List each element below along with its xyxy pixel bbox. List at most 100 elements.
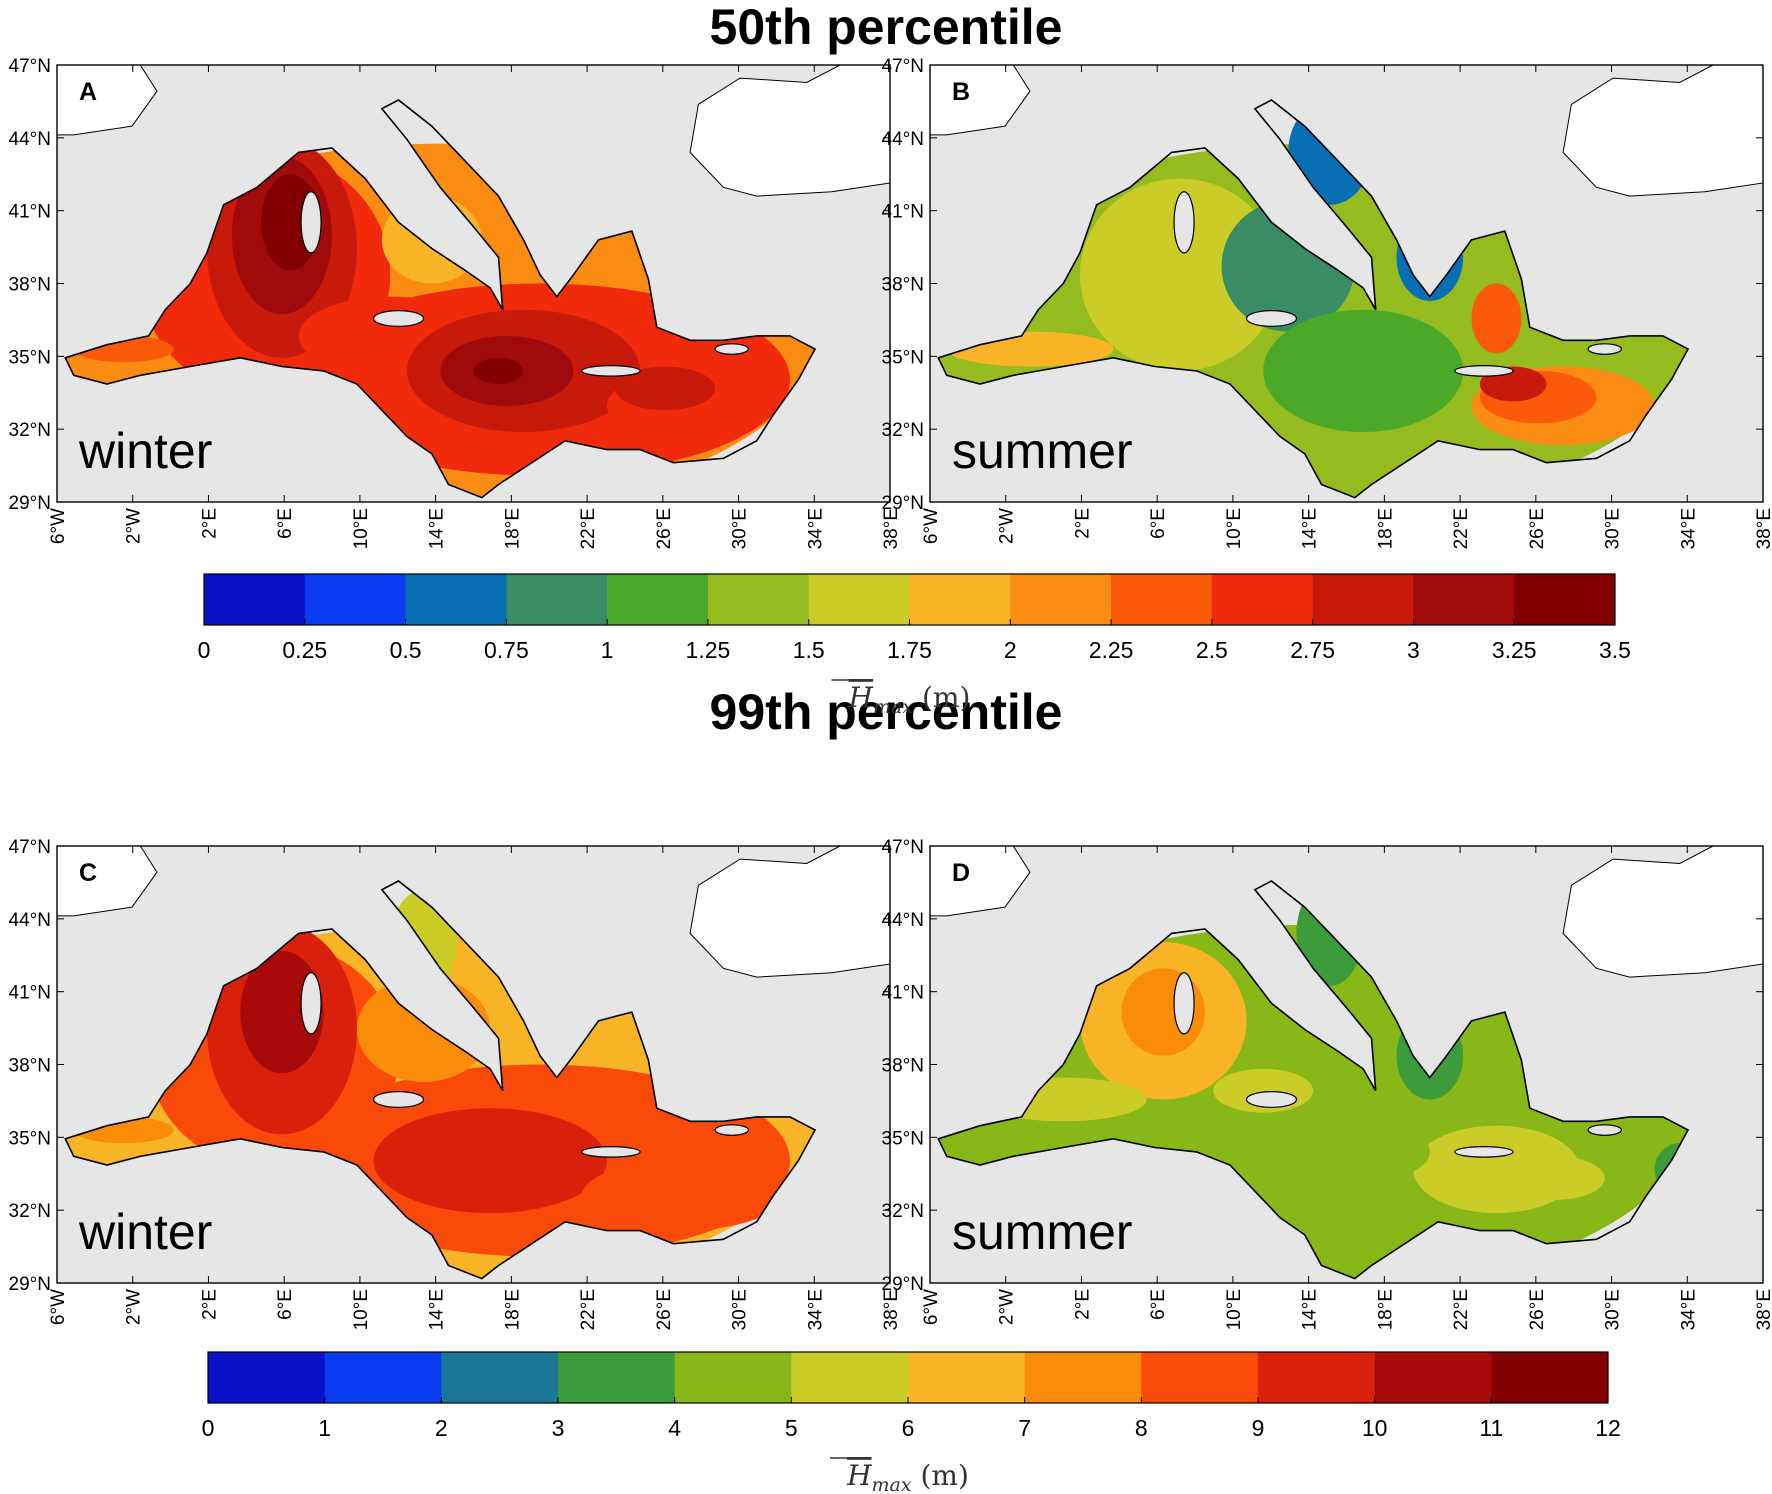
colorbar-swatch (1491, 1352, 1609, 1403)
lat-tick-label: 41°N (882, 202, 924, 223)
colorbar-tick-label: 5 (785, 1415, 798, 1441)
lon-tick-label: 18°E (502, 508, 523, 549)
colorbar-tick-label: 1.75 (887, 637, 932, 663)
colorbar-tick-label: 0.25 (282, 637, 327, 663)
colorbar-tick-label: 0.5 (390, 637, 422, 663)
lon-tick-label: 22°E (578, 508, 599, 549)
island (372, 1090, 425, 1108)
lon-tick-label: 38°E (1754, 1289, 1772, 1330)
colorbar-swatch (1141, 1352, 1259, 1403)
lat-tick-label: 35°N (9, 347, 51, 368)
lon-tick-label: 2°E (1072, 1289, 1093, 1320)
contour-region (1329, 1125, 1430, 1179)
lon-tick-label: 6°E (275, 1289, 296, 1320)
lat-tick-label: 35°N (9, 1128, 51, 1149)
island (581, 1146, 641, 1158)
colorbar-swatch (204, 574, 306, 625)
lat-tick-label: 29°N (9, 1274, 51, 1295)
colorbar-tick-label: 0.75 (484, 637, 529, 663)
colorbar-tick-label: 3 (1407, 637, 1420, 663)
lat-tick-label: 47°N (9, 56, 51, 77)
lon-tick-label: 26°E (654, 508, 675, 549)
colorbar-swatch (909, 574, 1011, 625)
lon-tick-label: 34°E (1678, 508, 1699, 549)
colorbar-tick-label: 2 (435, 1415, 448, 1441)
panel-letter: A (79, 78, 97, 106)
lon-tick-label: 26°E (1527, 508, 1548, 549)
colorbar-swatch (1514, 574, 1616, 625)
colorbar-swatch (607, 574, 709, 625)
colorbar-tick-label: 1.5 (793, 637, 825, 663)
island (1454, 365, 1514, 377)
island (300, 191, 322, 254)
lat-tick-label: 29°N (9, 493, 51, 514)
island (300, 972, 322, 1035)
colorbar-tick-label: 9 (1252, 1415, 1265, 1441)
coastline (937, 99, 1690, 499)
lat-tick-label: 41°N (9, 983, 51, 1004)
colorbar-swatch (674, 1352, 792, 1403)
colorbar-swatch (441, 1352, 559, 1403)
season-label: summer (952, 1204, 1133, 1260)
colorbar-swatch (1312, 574, 1414, 625)
panel-letter: C (79, 859, 97, 887)
lat-tick-label: 29°N (882, 1274, 924, 1295)
contour-region (581, 1160, 782, 1231)
colorbar-tick-label: 3.5 (1599, 637, 1631, 663)
season-label: winter (78, 423, 212, 479)
island (581, 365, 641, 377)
colorbar-tick-label: 3 (552, 1415, 565, 1441)
colorbar-tick-label: 7 (1018, 1415, 1031, 1441)
lat-tick-label: 41°N (882, 983, 924, 1004)
lon-tick-label: 34°E (805, 508, 826, 549)
colorbar-label: Hmax (m) (848, 681, 971, 718)
lat-tick-label: 32°N (882, 420, 924, 441)
colorbar-tick-label: 0 (198, 637, 211, 663)
colorbar-swatch (808, 574, 910, 625)
lat-tick-label: 35°N (882, 347, 924, 368)
map-panel-a: 47°N 44°N 41°N 38°N 35°N 32°N 29°N6°W 2°W 2°E 6°E… (9, 56, 902, 549)
lon-tick-label: 2°W (124, 1289, 145, 1325)
colorbar-swatch (1111, 574, 1213, 625)
colorbar-tick-label: 4 (668, 1415, 681, 1441)
lon-tick-label: 6°E (1148, 1289, 1169, 1320)
island (1173, 972, 1195, 1035)
colorbar-swatch (1258, 1352, 1376, 1403)
lon-tick-label: 6°W (921, 1289, 942, 1325)
island (714, 1124, 749, 1136)
coastline (64, 99, 817, 499)
colorbar-swatch (1374, 1352, 1492, 1403)
colorbar-label: Hmax (m) (846, 1459, 969, 1494)
map-panel-c: 47°N 44°N 41°N 38°N 35°N 32°N 29°N6°W 2°W 2°E 6°E… (9, 837, 902, 1330)
colorbar-tick-label: 2 (1004, 637, 1017, 663)
colorbar-swatch (208, 1352, 326, 1403)
island (1587, 343, 1622, 355)
colorbar-tick-label: 10 (1362, 1415, 1388, 1441)
colorbar-swatch (908, 1352, 1026, 1403)
colorbar-swatch (1010, 574, 1112, 625)
lat-tick-label: 44°N (882, 129, 924, 150)
colorbar-tick-label: 3.25 (1492, 637, 1537, 663)
colorbar-tick-label: 2.5 (1196, 637, 1228, 663)
lon-tick-label: 6°W (48, 508, 69, 544)
lon-tick-label: 22°E (1451, 1289, 1472, 1330)
lon-tick-label: 6°W (48, 1289, 69, 1325)
island (1245, 1090, 1298, 1108)
lat-tick-label: 38°N (882, 1056, 924, 1077)
island (1173, 191, 1195, 254)
lon-tick-label: 14°E (1300, 1289, 1321, 1330)
lon-tick-label: 2°E (1072, 508, 1093, 539)
colorbar-swatch (506, 574, 608, 625)
island (714, 343, 749, 355)
lat-tick-label: 38°N (9, 275, 51, 296)
lat-tick-label: 44°N (9, 129, 51, 150)
lon-tick-label: 2°W (997, 1289, 1018, 1325)
season-label: winter (78, 1204, 212, 1260)
colorbar-swatch (1211, 574, 1314, 625)
contour-region (1263, 309, 1464, 433)
lat-tick-label: 47°N (9, 837, 51, 858)
colorbar-swatch (324, 1352, 442, 1403)
lon-tick-label: 2°E (199, 1289, 220, 1320)
colorbar-tick-label: 6 (902, 1415, 915, 1441)
